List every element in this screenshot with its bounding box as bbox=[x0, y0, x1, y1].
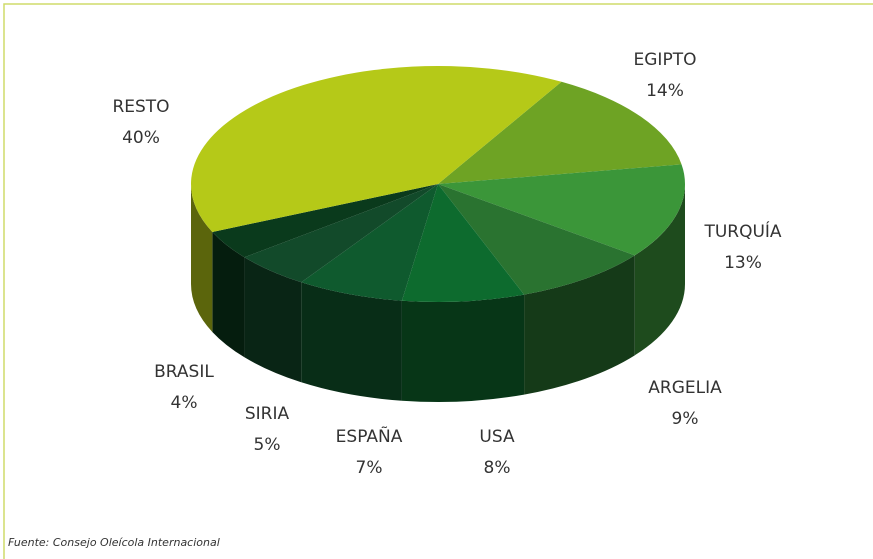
slice bbox=[438, 81, 682, 184]
slice-side bbox=[634, 184, 685, 356]
slice bbox=[301, 184, 438, 301]
slice bbox=[438, 184, 635, 295]
slice-side bbox=[212, 231, 245, 358]
slice-label: ESPAÑA bbox=[336, 425, 403, 447]
slice-label: TURQUÍA bbox=[703, 220, 781, 242]
slice-value-label: 7% bbox=[356, 458, 383, 478]
slice-label: RESTO bbox=[112, 97, 169, 117]
slice-side bbox=[244, 257, 302, 383]
slice bbox=[191, 66, 562, 232]
slice-value-label: 4% bbox=[171, 393, 198, 413]
slice-side bbox=[191, 184, 213, 332]
slice-value-label: 40% bbox=[122, 128, 160, 148]
source-note: Fuente: Consejo Oleícola Internacional bbox=[8, 536, 220, 549]
slice-label: BRASIL bbox=[154, 362, 214, 382]
slice-label: SIRIA bbox=[245, 404, 290, 424]
slice bbox=[438, 164, 685, 256]
slice-value-label: 14% bbox=[646, 81, 684, 101]
slice-value-label: 13% bbox=[724, 253, 762, 273]
slice-label: EGIPTO bbox=[634, 50, 697, 70]
slice bbox=[212, 184, 438, 258]
slice-value-label: 9% bbox=[672, 409, 699, 429]
slice bbox=[244, 184, 438, 283]
slice-side bbox=[301, 282, 402, 401]
frame bbox=[3, 3, 873, 559]
slice-value-label: 8% bbox=[484, 458, 511, 478]
slice-side bbox=[524, 255, 635, 395]
slice-label: USA bbox=[479, 427, 515, 447]
slice bbox=[401, 184, 525, 302]
slice-side bbox=[401, 294, 525, 402]
slice-label: ARGELIA bbox=[648, 378, 722, 398]
slice-value-label: 5% bbox=[254, 435, 281, 455]
